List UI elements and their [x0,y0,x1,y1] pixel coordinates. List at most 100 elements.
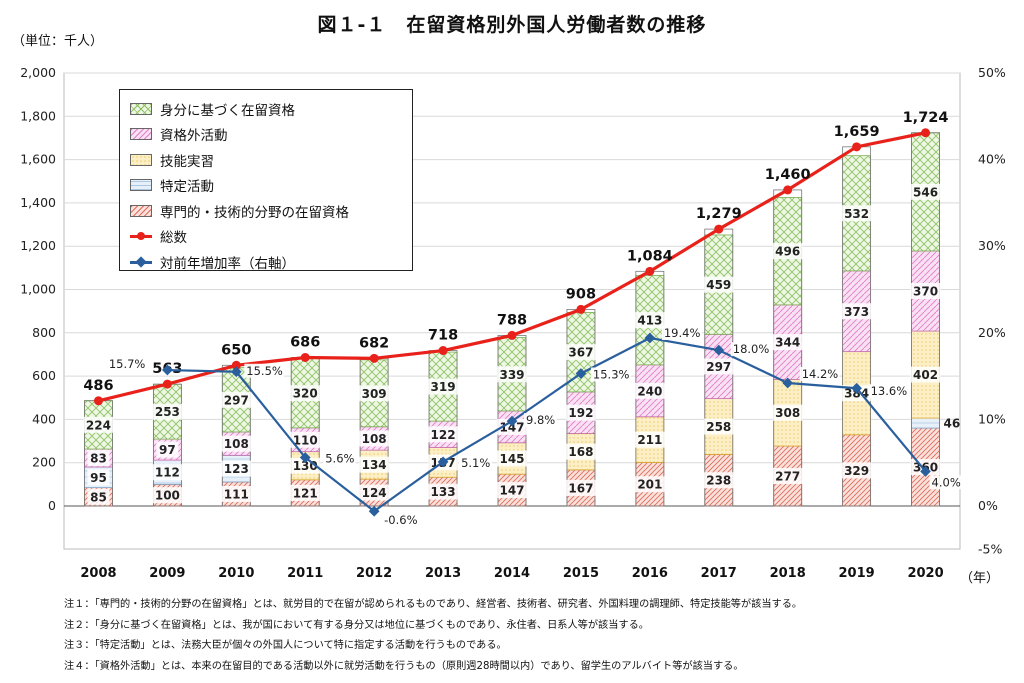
segment-label-bg [565,404,596,421]
y-tick-label: 0 [48,498,56,513]
segment-label: 224 [86,418,111,432]
x-tick-label: 2015 [563,566,599,581]
segment-labels: 8595832241001129725311112310829712113011… [83,183,960,505]
total-point [93,396,103,406]
segment-label: 339 [499,368,524,382]
total-point [300,352,310,362]
segment-label-bg [87,469,110,486]
x-tick-label: 2018 [770,566,806,581]
total-label: 1,460 [765,167,811,183]
x-axis-labels: 2008 2009 2010 2011 2012 2013 2014 2015 2016 2017… [80,566,943,581]
total-point [714,224,724,234]
segment-label: 373 [844,305,869,319]
segment-label-bg [841,205,872,222]
total-label: 1,724 [903,110,949,126]
total-point [162,379,172,389]
segment-label: 145 [499,452,524,466]
total-label: 686 [290,334,320,350]
growth-label: 18.0% [733,342,770,356]
bar-segment [911,417,940,429]
total-point [438,346,448,356]
left-axis-ticks: 0 200 400 600 800 1,000 1,200 1,400 1,600 1,800 2,… [20,65,56,513]
segment-label: 546 [913,185,938,199]
segment-label-bg [634,312,665,329]
segment-label-bg [703,358,734,375]
segment-label-bg [221,460,252,477]
chart-title: 図１-１ 在留資格別外国人労働者数の推移 [317,14,707,36]
x-tick-label: 2016 [632,566,668,581]
footnote-2: 注２：「身分に基づく在留資格」とは、我が国において有する身分又は地位に基づくもの… [64,619,649,631]
segment-label-bg [290,431,321,448]
segment-label: 97 [159,443,176,457]
y2-tick-label: 10% [978,411,1006,426]
segment-label-bg [703,276,734,293]
legend-swatch-professional [130,204,152,217]
total-label: 1,279 [696,206,742,222]
y-tick-label: 400 [32,411,56,426]
growth-label-bg [730,342,771,357]
segment-label-bg [497,366,527,383]
growth-label: -0.6% [384,513,417,527]
segment-label: 211 [637,433,662,447]
segment-label-bg [772,468,803,485]
growth-point [437,456,449,468]
segment-label-bg [497,418,527,435]
growth-label-bg [459,455,492,470]
segment-label-bg [152,403,183,420]
total-point [507,330,517,340]
segment-label-bg [910,366,941,383]
growth-label-bg [524,413,557,428]
segment-label: 496 [775,245,800,259]
segment-label: 201 [637,478,662,492]
segment-label-bg [221,391,252,408]
segment-label: 459 [706,278,731,292]
y2-tick-label: 40% [978,152,1006,167]
segment-label: 308 [775,406,800,420]
legend-label: 特定活動 [160,179,214,196]
footnote-1: 注１：「専門的・技術的分野の在留資格」とは、就労目的で在留が認められるものであり… [64,599,803,610]
segment-label-bg [703,472,734,489]
growth-label-bg [105,357,146,372]
legend-label: 総数 [160,230,187,247]
legend-item-total: 総数 [130,224,412,250]
segment-label: 95 [90,471,107,485]
x-tick-label: 2010 [218,566,254,581]
growth-label: 19.4% [664,326,701,340]
segment-label: 277 [775,470,800,484]
segment-label: 133 [431,485,456,499]
segment-label-bg [87,450,110,467]
y2-tick-label: 30% [978,238,1006,253]
x-tick-label: 2011 [287,566,323,581]
y-tick-label: 1,400 [20,195,56,210]
segment-label: 370 [913,285,938,299]
footnotes: 注１：「専門的・技術的分野の在留資格」とは、就労目的で在留が認められるものであり… [64,595,1014,677]
segment-label: 253 [155,405,180,419]
growth-label-bg [868,384,909,399]
segment-label-bg [772,334,803,351]
growth-label: 15.7% [109,357,146,371]
total-point [369,353,379,363]
segment-label: 83 [90,452,107,466]
legend-swatch-non-status [130,128,152,141]
growth-point [851,382,862,394]
segment-label: 297 [224,393,249,407]
segment-label: 402 [913,368,938,382]
total-line: 4865636506866827187889081,0841,2791,4601… [83,110,948,406]
total-label: 1,659 [834,124,880,140]
segment-label: 110 [293,433,318,447]
total-label: 650 [221,342,251,358]
y2-tick-label: 20% [978,325,1006,340]
x-tick-label: 2020 [907,566,943,581]
segment-label-bg [565,443,596,460]
segment-label: 124 [362,486,387,500]
growth-label: 13.6% [871,384,908,398]
segment-label-bg [910,283,941,300]
legend-label: 専門的・技術的分野の在留資格 [160,204,349,221]
legend-label: 技能実習 [160,153,214,170]
segment-label: 320 [293,387,318,401]
x-tick-label: 2014 [494,566,530,581]
growth-label-bg [929,475,963,490]
legend-swatch-status-based [130,102,152,115]
growth-label-bg [323,451,357,466]
segment-label: 413 [637,314,662,328]
